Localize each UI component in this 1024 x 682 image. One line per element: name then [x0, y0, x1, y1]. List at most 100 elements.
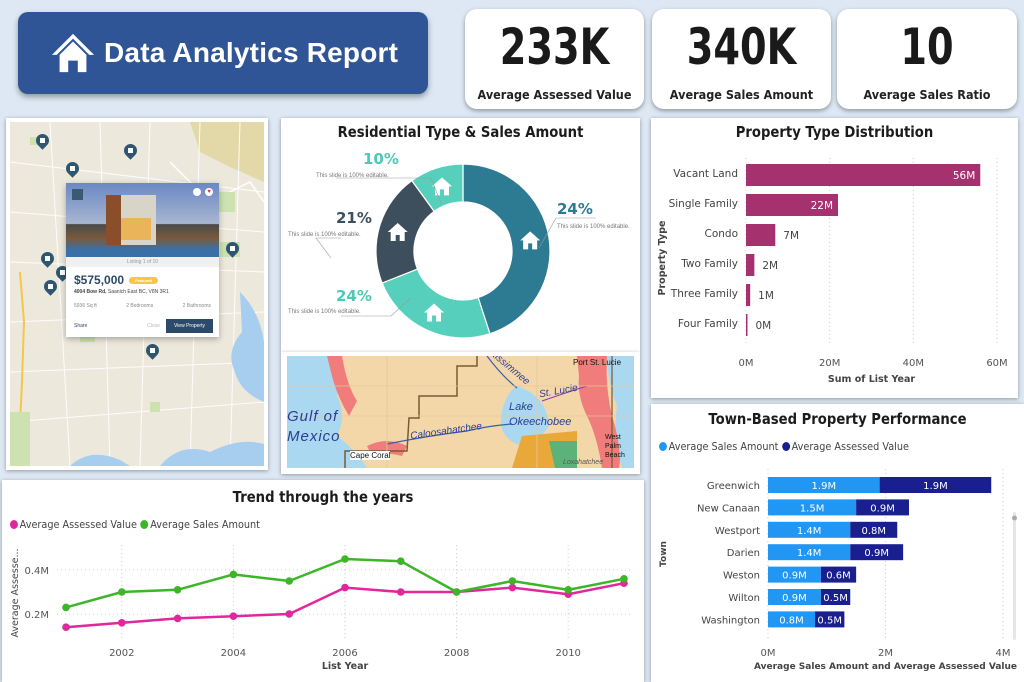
data-point	[341, 555, 349, 563]
legend-dot	[781, 442, 790, 451]
map-label: Cape Coral	[350, 451, 391, 460]
data-label: 7M	[783, 230, 799, 242]
y-tick-label: Weston	[723, 571, 760, 582]
y-axis-title: Average Assesse...	[10, 548, 21, 637]
property-type-chart: 0M 20M 40M 60M Vacant Land 56M Single Family 22…	[657, 158, 1008, 385]
y-tick-label: Vacant Land	[673, 168, 738, 180]
house-glyph	[424, 303, 445, 322]
bar-segment	[768, 521, 851, 538]
data-label: 0.6M	[826, 571, 851, 582]
map-label: West	[605, 434, 621, 441]
close-link[interactable]: Close	[147, 323, 160, 329]
home-key-icon	[520, 231, 541, 250]
home-badge-icon	[72, 189, 83, 200]
map-label: Mexico	[287, 428, 341, 445]
x-axis-title: List Year	[322, 661, 369, 672]
segment-note: This slide is 100% editable.	[557, 224, 630, 230]
y-tick-label: Darien	[727, 548, 760, 559]
listing-features: 5936 Sq ft 2 Bedrooms 2 Bathrooms	[74, 303, 211, 309]
kpi-card-sales-ratio[interactable]: 10 Average Sales Ratio	[837, 9, 1017, 109]
data-point	[564, 586, 572, 594]
leader-line	[538, 217, 596, 249]
y-tick-label: Greenwich	[707, 481, 760, 492]
x-tick-label: 2010	[555, 648, 580, 659]
kpi-value: 340K	[686, 18, 797, 76]
data-point	[285, 577, 294, 585]
favorite-heart-icon[interactable]: ♥	[205, 188, 213, 196]
legend-dot	[140, 520, 149, 529]
residential-type-panel: Residential Type & Sales Amount 10% This…	[281, 118, 640, 352]
data-label: 1.4M	[797, 548, 822, 559]
data-label: 22M	[811, 200, 833, 212]
segment-label: 10%	[363, 150, 399, 168]
bar-segment	[768, 499, 857, 516]
data-point	[285, 610, 294, 618]
bar	[746, 284, 751, 306]
y-axis-title: Property Type	[657, 221, 668, 296]
florida-map[interactable]: Gulf of Mexico Caloosahatchee Lake Okeec…	[287, 356, 634, 468]
data-point	[173, 614, 182, 623]
map-label: Palm	[605, 443, 621, 450]
compare-icon[interactable]	[193, 188, 201, 196]
kpi-label: Average Sales Ratio	[863, 87, 991, 102]
segment-note: This slide is 100% editable.	[288, 232, 361, 238]
legend-item[interactable]: Average Sales Amount	[668, 440, 779, 453]
property-map[interactable]: ♥ Listing 1 of 10 $575,000 Featured 4004…	[10, 122, 264, 466]
legend-item[interactable]: Average Sales Amount	[150, 518, 260, 531]
data-point	[620, 575, 628, 583]
bar-segment	[768, 544, 851, 561]
legend-dot	[659, 442, 667, 451]
data-point	[229, 612, 238, 620]
data-point	[229, 570, 238, 579]
data-label: 2M	[762, 260, 778, 272]
x-tick-label: 2008	[444, 648, 469, 659]
data-point	[118, 588, 126, 596]
data-point	[508, 583, 517, 592]
data-point	[452, 588, 461, 596]
kpi-label: Average Assessed Value	[477, 87, 632, 102]
map-label: Loxahatchee	[563, 459, 604, 466]
property-type-panel: Property Type Distribution 0M 20M 40M 60M Va…	[651, 118, 1018, 398]
data-point	[173, 586, 182, 594]
house-glyph	[520, 231, 541, 250]
garage-home-icon	[387, 223, 408, 242]
listing-card[interactable]: ♥ Listing 1 of 10 $575,000 Featured 4004…	[66, 183, 219, 337]
data-label: 0.8M	[861, 526, 886, 537]
scrollbar-thumb	[1012, 515, 1017, 521]
data-label: 0.9M	[782, 571, 807, 582]
y-tick-label: Two Family	[680, 258, 738, 270]
listing-pager[interactable]: Listing 1 of 10	[66, 257, 219, 267]
map-label: Beach	[605, 452, 625, 459]
kpi-card-assessed-value[interactable]: 233K Average Assessed Value	[465, 9, 644, 109]
donut-segment	[462, 163, 551, 335]
data-point	[397, 588, 405, 596]
bar-segment	[768, 566, 821, 583]
property-map-panel: ♥ Listing 1 of 10 $575,000 Featured 4004…	[6, 118, 268, 470]
x-tick-label: 0M	[739, 358, 754, 369]
bar-segment	[850, 521, 898, 538]
bar-segment	[768, 589, 821, 605]
legend-dot	[10, 520, 18, 529]
legend-item[interactable]: Average Assessed Value	[791, 440, 909, 453]
bar	[746, 314, 748, 336]
share-link[interactable]: Share	[74, 323, 88, 329]
kpi-card-sales-amount[interactable]: 340K Average Sales Amount	[652, 9, 831, 109]
y-tick-label: Four Family	[678, 318, 738, 330]
x-tick-label: 4M	[996, 648, 1011, 659]
y-tick-label: Single Family	[669, 198, 738, 210]
bar-segment	[768, 477, 880, 493]
report-title-banner: Data Analytics Report	[18, 12, 428, 94]
y-tick-label: 0.2M	[24, 610, 49, 621]
chart-legend: Average Assessed Value Average Sales Amo…	[10, 518, 260, 531]
series-line	[65, 557, 625, 609]
data-label: 1.9M	[923, 481, 948, 492]
view-property-button[interactable]: View Property	[165, 319, 213, 333]
bar-segment	[879, 477, 992, 493]
x-tick-label: 20M	[819, 358, 840, 369]
x-tick-label: 2002	[109, 648, 134, 659]
legend-item[interactable]: Average Assessed Value	[19, 518, 138, 531]
x-tick-label: 2M	[878, 648, 893, 659]
trend-panel: Trend through the years Average Assessed…	[2, 480, 644, 682]
bar-segment	[820, 589, 851, 605]
bar-segment	[815, 611, 845, 628]
